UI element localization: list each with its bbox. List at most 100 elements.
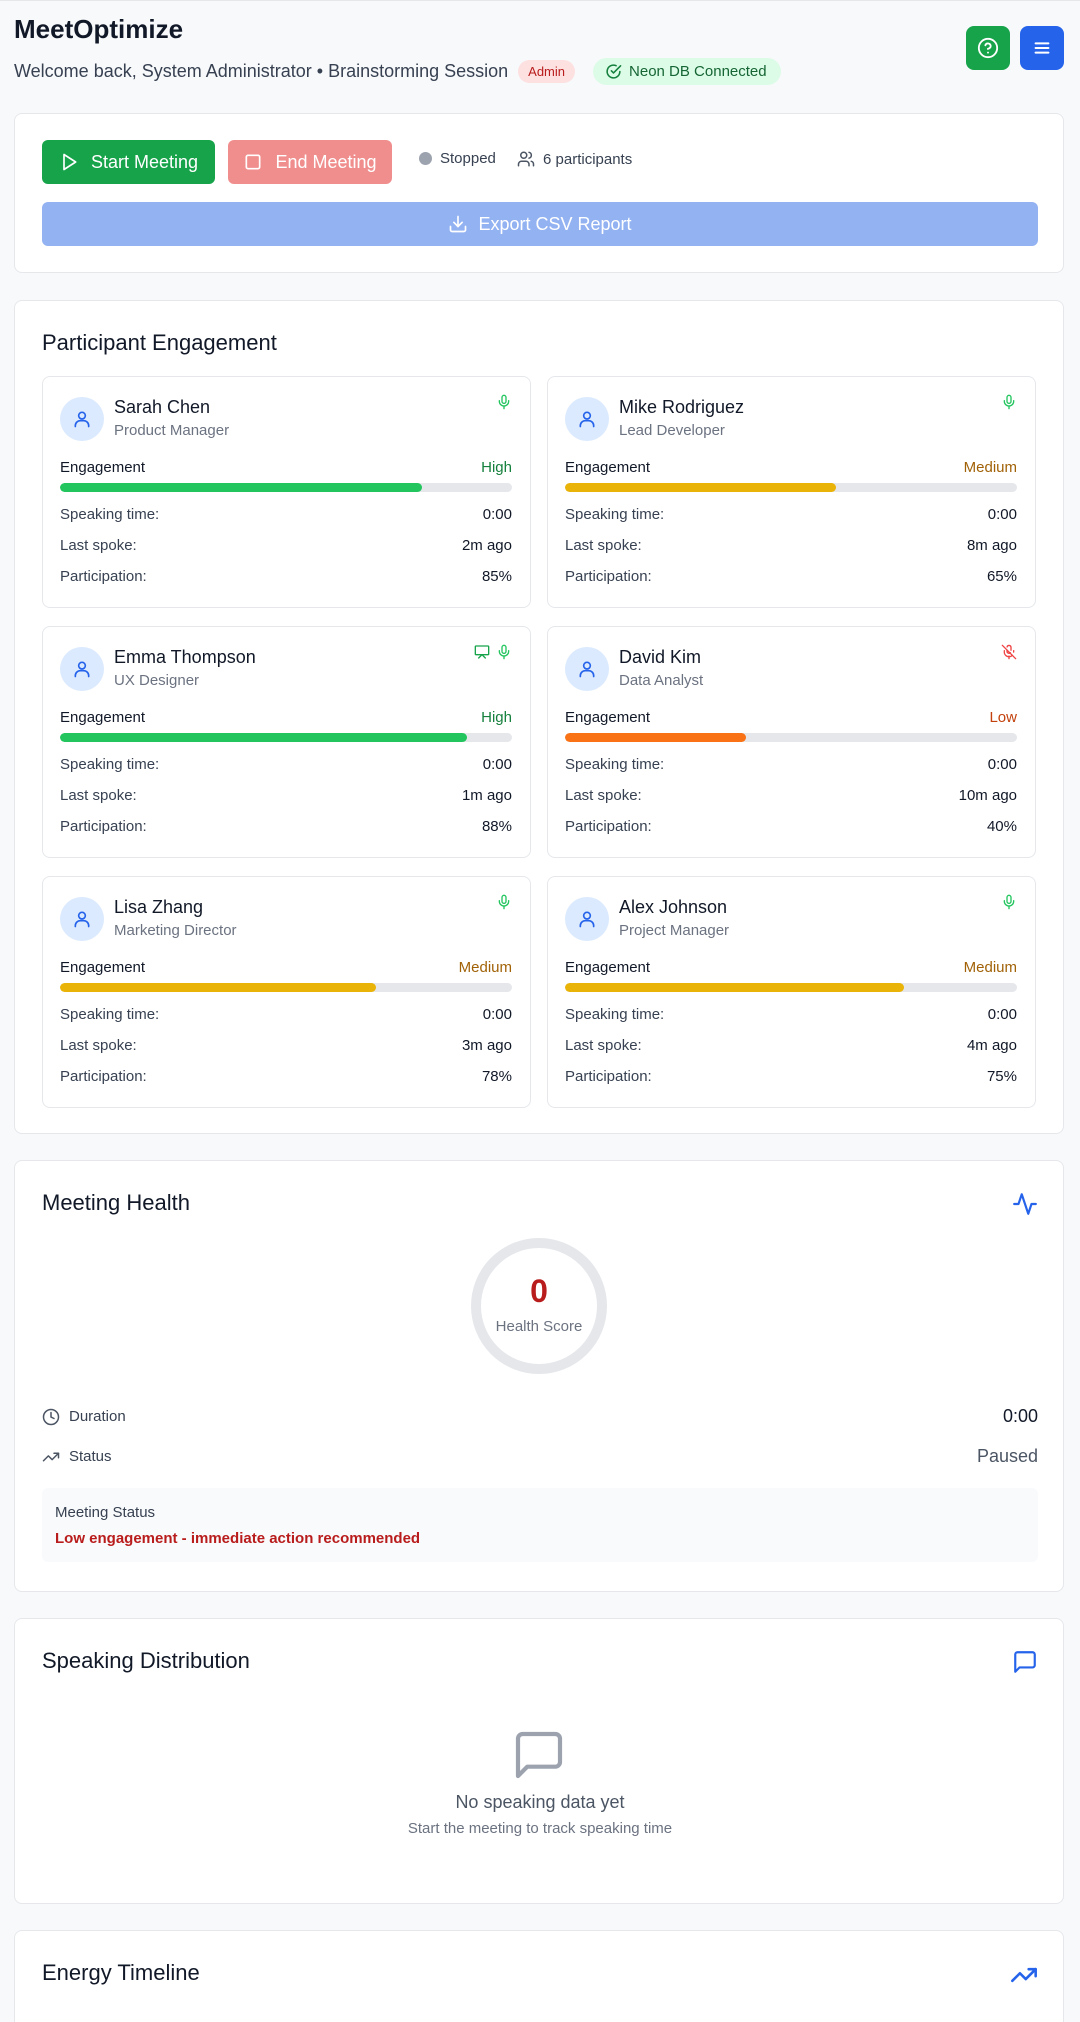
help-button[interactable] bbox=[966, 26, 1010, 70]
participant-card: Lisa Zhang Marketing Director Engagement Me… bbox=[42, 876, 531, 1108]
speaking-time-label: Speaking time: bbox=[565, 506, 665, 523]
participation-value: 78% bbox=[481, 1068, 512, 1085]
empty-state-title: No speaking data yet bbox=[455, 1792, 625, 1812]
trending-up-icon bbox=[1011, 1967, 1037, 1983]
speaking-time-label: Speaking time: bbox=[60, 1006, 160, 1023]
speaking-time-value: 0:00 bbox=[987, 506, 1017, 523]
avatar bbox=[60, 647, 104, 691]
participant-role: Lead Developer bbox=[619, 422, 725, 439]
participant-card: Alex Johnson Project Manager Engagement Med… bbox=[547, 876, 1036, 1108]
meeting-status-box: Meeting Status Low engagement - immediat… bbox=[42, 1488, 1038, 1562]
participation-label: Participation: bbox=[565, 1068, 652, 1085]
last-spoke-value: 2m ago bbox=[461, 537, 512, 554]
menu-button[interactable] bbox=[1020, 26, 1064, 70]
engagement-label: Engagement bbox=[565, 709, 651, 726]
health-score-ring bbox=[471, 1238, 607, 1374]
last-spoke-value: 1m ago bbox=[461, 787, 512, 804]
last-spoke-label: Last spoke: bbox=[60, 537, 137, 554]
health-score-value: 0 bbox=[530, 1273, 548, 1309]
participation-label: Participation: bbox=[60, 568, 147, 585]
status-label: Status bbox=[69, 1448, 112, 1465]
participant-name: Lisa Zhang bbox=[114, 897, 204, 917]
participants-count: 6 participants bbox=[517, 150, 632, 168]
app-title: MeetOptimize bbox=[14, 14, 184, 44]
last-spoke-row: Last spoke: 1m ago bbox=[60, 787, 512, 804]
user-icon bbox=[579, 411, 595, 428]
speaking-time-value: 0:00 bbox=[987, 756, 1017, 773]
speaking-time-label: Speaking time: bbox=[565, 756, 665, 773]
participant-name: Alex Johnson bbox=[619, 897, 728, 917]
engagement-label: Engagement bbox=[60, 709, 146, 726]
engagement-bar bbox=[60, 733, 512, 742]
participation-row: Participation: 85% bbox=[60, 568, 512, 585]
participant-name: Mike Rodriguez bbox=[619, 397, 745, 417]
engagement-level: Medium bbox=[963, 959, 1017, 976]
last-spoke-label: Last spoke: bbox=[565, 537, 642, 554]
participant-card: Sarah Chen Product Manager Engagement High S… bbox=[42, 376, 531, 608]
participation-label: Participation: bbox=[60, 1068, 147, 1085]
speaking-time-label: Speaking time: bbox=[60, 756, 160, 773]
speaking-time-value: 0:00 bbox=[482, 756, 512, 773]
speaking-time-row: Speaking time: 0:00 bbox=[60, 756, 512, 773]
top-border bbox=[0, 0, 1080, 1]
participation-value: 85% bbox=[481, 568, 512, 585]
participant-card: Emma Thompson UX Designer Engagement High Sp… bbox=[42, 626, 531, 858]
status-row: Status Paused bbox=[42, 1446, 1038, 1467]
role-badge: Admin bbox=[518, 60, 576, 83]
participant-name: David Kim bbox=[619, 647, 702, 667]
participation-row: Participation: 40% bbox=[565, 818, 1017, 835]
square-icon bbox=[245, 154, 261, 170]
end-meeting-button[interactable]: End Meeting bbox=[228, 140, 392, 184]
mic-icon bbox=[496, 894, 512, 915]
mic-icon bbox=[1001, 894, 1017, 915]
avatar bbox=[565, 897, 609, 941]
participant-status-icons bbox=[1001, 644, 1017, 665]
start-meeting-button[interactable]: Start Meeting bbox=[42, 140, 215, 184]
last-spoke-value: 4m ago bbox=[966, 1037, 1017, 1054]
last-spoke-row: Last spoke: 8m ago bbox=[565, 537, 1017, 554]
last-spoke-label: Last spoke: bbox=[60, 787, 137, 804]
last-spoke-value: 8m ago bbox=[966, 537, 1017, 554]
meeting-status: Stopped bbox=[419, 150, 496, 167]
participant-status-icons bbox=[496, 394, 512, 415]
speaking-time-value: 0:00 bbox=[482, 506, 512, 523]
speaking-time-row: Speaking time: 0:00 bbox=[60, 506, 512, 523]
help-circle-icon bbox=[977, 37, 999, 59]
engagement-bar bbox=[565, 983, 1017, 992]
subtitle-row: Welcome back, System Administrator • Bra… bbox=[14, 58, 781, 85]
duration-label: Duration bbox=[69, 1408, 126, 1425]
engagement-label: Engagement bbox=[565, 459, 651, 476]
last-spoke-label: Last spoke: bbox=[565, 1037, 642, 1054]
empty-state-subtitle: Start the meeting to track speaking time bbox=[407, 1820, 673, 1837]
last-spoke-value: 3m ago bbox=[461, 1037, 512, 1054]
participation-row: Participation: 75% bbox=[565, 1068, 1017, 1085]
engagement-label: Engagement bbox=[565, 959, 651, 976]
energy-timeline-card: Energy Timeline bbox=[14, 1930, 1064, 2022]
activity-icon bbox=[1013, 1193, 1037, 1215]
engagement-level: Medium bbox=[963, 459, 1017, 476]
participation-label: Participation: bbox=[60, 818, 147, 835]
engagement-title: Participant Engagement bbox=[42, 330, 277, 355]
export-csv-button[interactable]: Export CSV Report bbox=[42, 202, 1038, 246]
health-score-label: Health Score bbox=[495, 1318, 583, 1335]
last-spoke-value: 10m ago bbox=[958, 787, 1017, 804]
mic-icon bbox=[1001, 394, 1017, 415]
engagement-label: Engagement bbox=[60, 459, 146, 476]
participant-engagement-card: Participant Engagement Sarah Chen Product… bbox=[14, 300, 1064, 1134]
last-spoke-row: Last spoke: 3m ago bbox=[60, 1037, 512, 1054]
participation-value: 65% bbox=[986, 568, 1017, 585]
speaking-time-row: Speaking time: 0:00 bbox=[60, 1006, 512, 1023]
meeting-status-text: Stopped bbox=[440, 150, 496, 167]
mic-icon bbox=[496, 644, 512, 665]
engagement-bar-fill bbox=[565, 983, 904, 992]
engagement-bar-fill bbox=[60, 483, 422, 492]
engagement-bar-fill bbox=[60, 983, 377, 992]
participant-role: Product Manager bbox=[114, 422, 230, 439]
participants-count-text: 6 participants bbox=[543, 150, 633, 168]
engagement-bar-fill bbox=[565, 483, 837, 492]
participant-card: Mike Rodriguez Lead Developer Engagement Me… bbox=[547, 376, 1036, 608]
play-icon bbox=[63, 153, 77, 171]
speaking-time-row: Speaking time: 0:00 bbox=[565, 1006, 1017, 1023]
start-meeting-label: Start Meeting bbox=[90, 151, 199, 172]
engagement-bar-fill bbox=[565, 733, 746, 742]
